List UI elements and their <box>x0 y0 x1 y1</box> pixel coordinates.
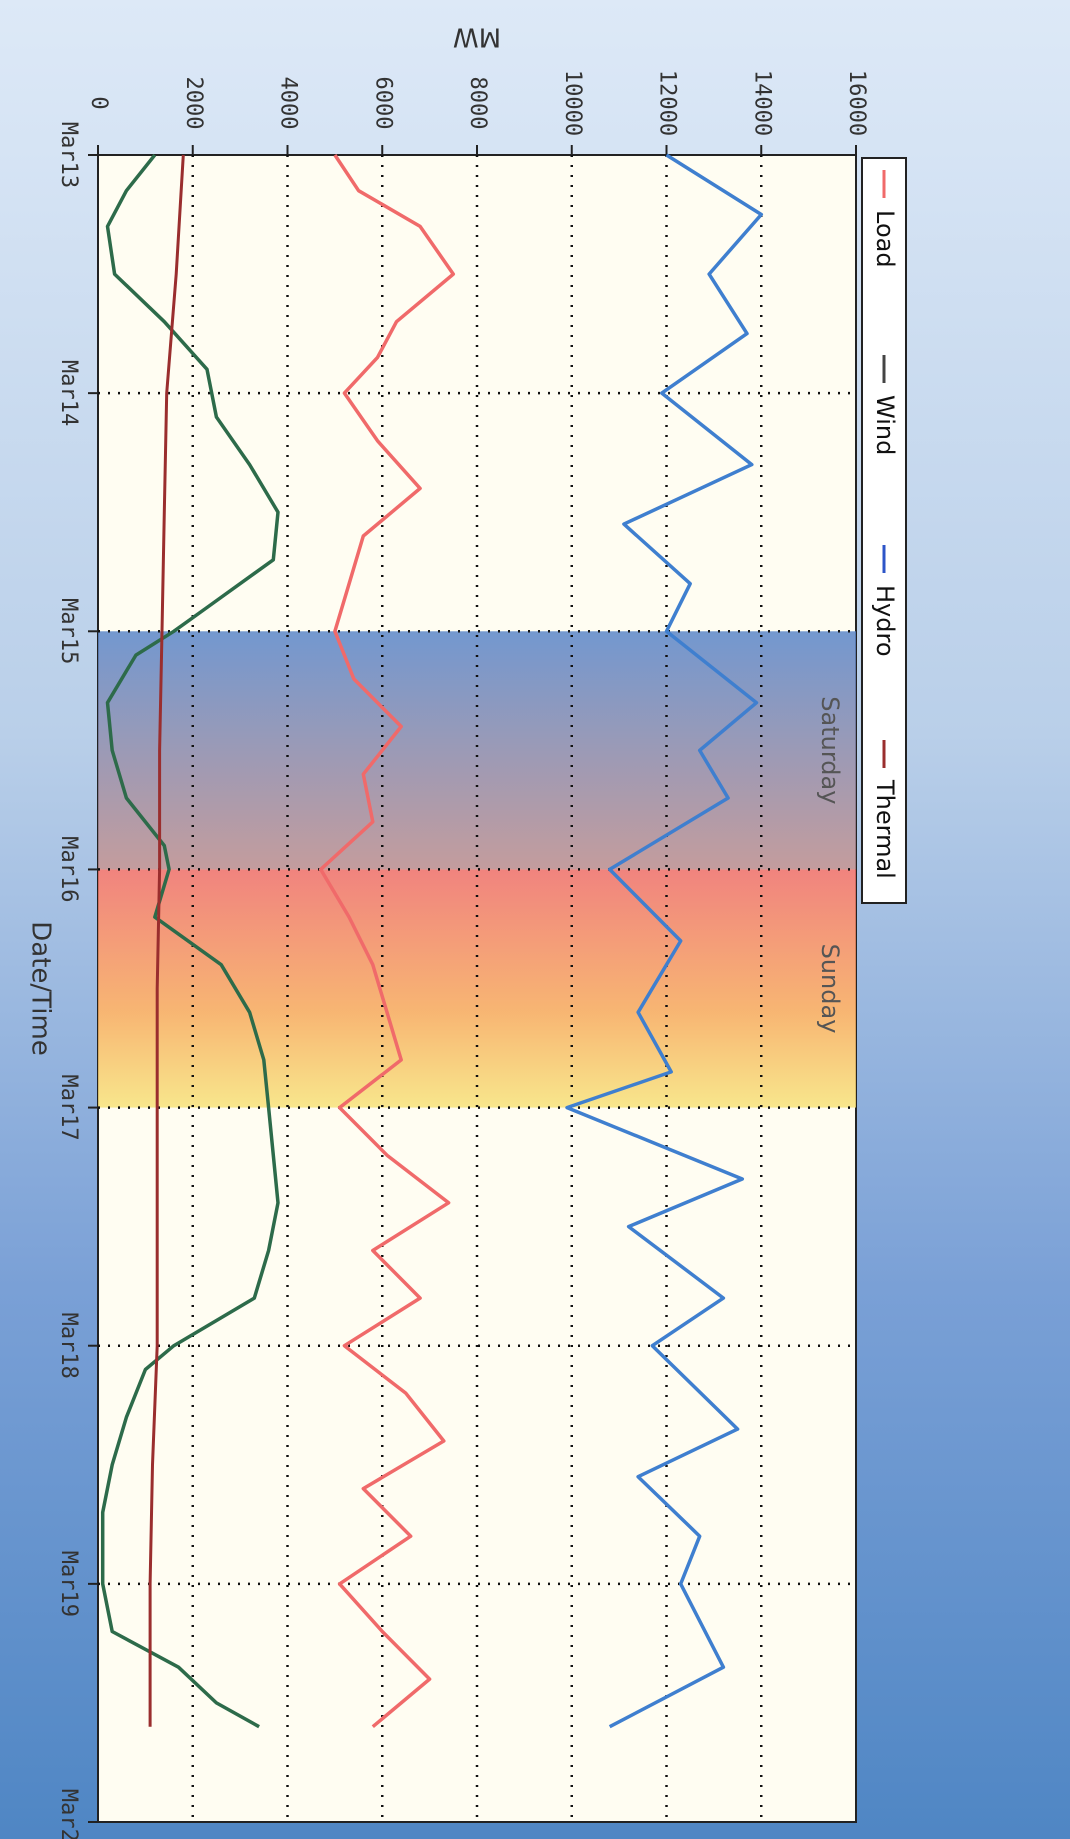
y-tick-label: 0 <box>86 96 111 109</box>
series-line-thermal <box>148 154 185 1727</box>
x-tick-label: Mar14 <box>56 360 81 426</box>
legend-box <box>861 157 907 904</box>
x-tick-label: Mar13 <box>56 122 81 188</box>
legend-label-hydro: Hydro <box>871 585 899 657</box>
y-axis-title: MW <box>453 22 501 52</box>
x-tick-label: Mar18 <box>56 1313 81 1379</box>
shaded-period-label: Sunday <box>816 944 844 1034</box>
x-axis-title: Date/Time <box>26 921 56 1056</box>
x-tick-label: Mar20 <box>56 1789 81 1839</box>
legend-label-load: Load <box>871 210 899 268</box>
y-tick-label: 6000 <box>370 77 395 130</box>
shaded-period-label: Saturday <box>816 696 844 804</box>
y-tick-label: 8000 <box>465 77 490 130</box>
shaded-period-saturday <box>98 631 856 870</box>
x-tick-label: Mar16 <box>56 836 81 902</box>
x-tick-label: Mar19 <box>56 1551 81 1617</box>
y-tick-label: 12000 <box>655 70 680 136</box>
legend-label-thermal: Thermal <box>871 779 899 879</box>
shaded-period-sunday <box>98 869 856 1108</box>
y-tick-label: 16000 <box>844 70 869 136</box>
y-tick-label: 2000 <box>181 77 206 130</box>
legend-label-wind: Wind <box>871 395 899 455</box>
x-tick-label: Mar15 <box>56 598 81 664</box>
x-tick-label: Mar17 <box>56 1074 81 1140</box>
y-tick-label: 4000 <box>276 77 301 130</box>
y-tick-label: 10000 <box>560 70 585 136</box>
y-tick-label: 14000 <box>749 70 774 136</box>
